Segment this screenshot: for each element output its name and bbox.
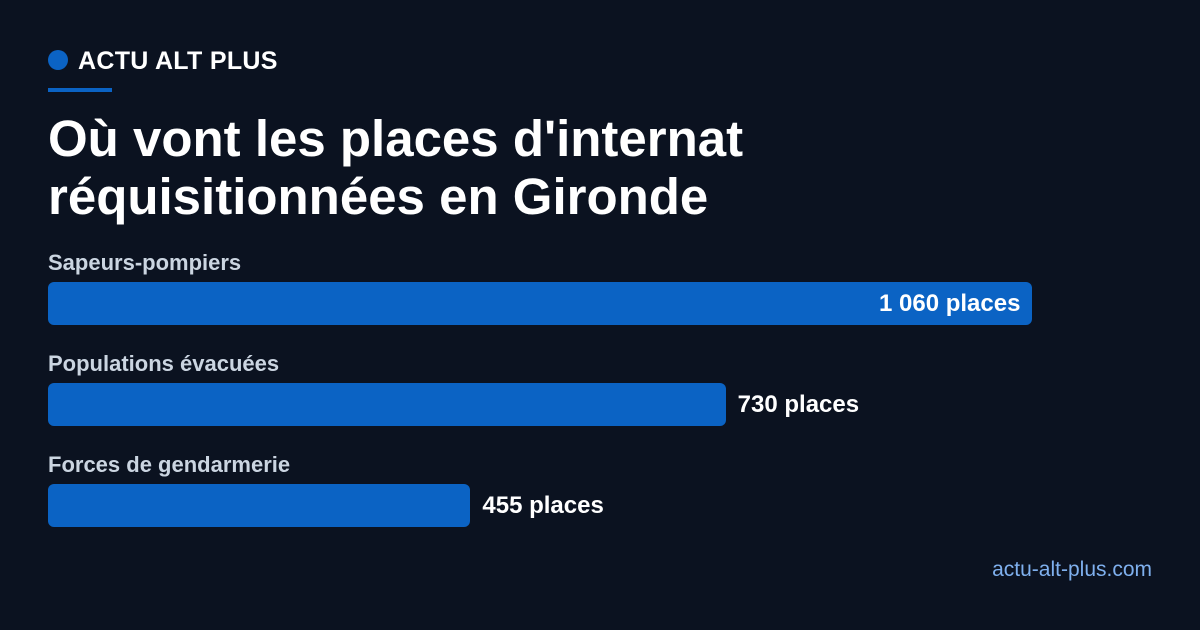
chart-title: Où vont les places d'internat réquisitio…	[48, 110, 744, 225]
value-label: 730 places	[737, 391, 860, 418]
value-label: 1 060 places	[879, 290, 1021, 317]
category-label: Sapeurs-pompiers	[48, 250, 242, 275]
category-label: Forces de gendarmerie	[48, 452, 291, 477]
brand: ACTU ALT PLUS	[78, 47, 278, 75]
brand-rule	[48, 88, 112, 92]
bar	[48, 282, 1032, 325]
brand-dot	[48, 50, 68, 70]
bar	[48, 484, 471, 527]
bar	[48, 383, 726, 426]
footer: actu-alt-plus.com	[992, 558, 1152, 581]
category-label: Populations évacuées	[48, 351, 280, 376]
value-label: 455 places	[482, 492, 604, 519]
